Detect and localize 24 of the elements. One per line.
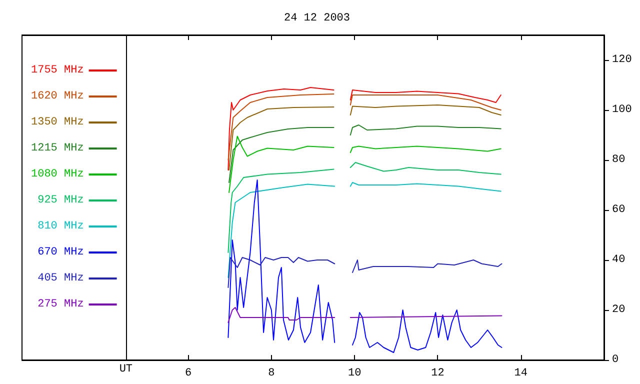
legend-label: 1350 MHz [30,116,84,128]
legend-label: 925 MHz [38,194,84,206]
legend-label: 670 MHz [38,246,84,258]
chart-title: 24 12 2003 [284,12,350,24]
x-tick-label: 10 [348,368,362,380]
legend-label: 405 MHz [38,272,84,284]
legend-label: 1215 MHz [30,142,84,154]
x-tick-label: 12 [431,368,444,380]
legend-label: 1080 MHz [30,168,84,180]
y-tick-label: 80 [612,154,626,166]
legend-label: 275 MHz [38,298,84,310]
ref-line-label: UT [119,364,133,376]
x-tick-label: 14 [514,368,528,380]
y-tick-label: 20 [612,304,626,316]
legend-label: 810 MHz [38,220,84,232]
legend-label: 1620 MHz [30,90,84,102]
y-tick-label: 100 [612,104,632,116]
y-tick-label: 120 [612,54,632,66]
x-tick-label: 6 [184,368,192,380]
x-tick-label: 8 [268,368,275,380]
y-tick-label: 0 [612,354,619,366]
y-tick-label: 40 [612,254,626,266]
y-tick-label: 60 [612,204,626,216]
legend-label: 1755 MHz [30,64,84,76]
